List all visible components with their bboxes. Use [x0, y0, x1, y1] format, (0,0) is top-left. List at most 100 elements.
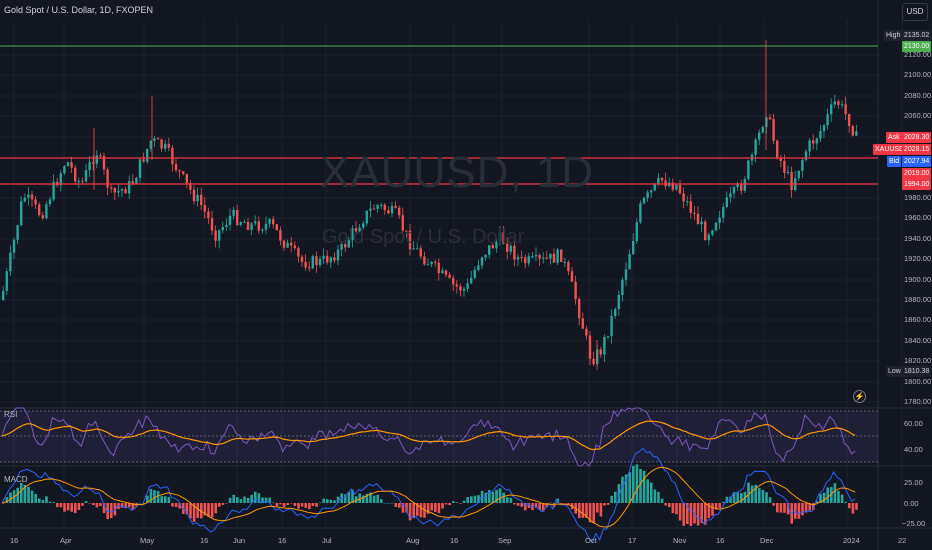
macd-bar [300, 503, 304, 507]
macd-bar [473, 495, 477, 503]
macd-bar [732, 492, 736, 503]
candle-body [192, 189, 196, 202]
macd-bar [408, 503, 412, 521]
macd-bar [657, 491, 660, 503]
name-watermark: Gold Spot / U.S. Dollar [322, 226, 525, 248]
macd-bar [362, 495, 365, 503]
macd-bar [779, 503, 783, 513]
macd-bar [516, 503, 520, 506]
macd-bar [761, 490, 765, 503]
level-red-1-tag: 2019.00 [902, 168, 932, 179]
candle-body [106, 169, 109, 188]
candle-body [131, 181, 134, 184]
candle-body [156, 138, 160, 140]
macd-bar [304, 503, 307, 508]
macd-bar [707, 503, 711, 519]
candle-body [549, 253, 552, 259]
macd-bar [740, 493, 743, 503]
candle-body [340, 244, 343, 250]
candle-body [452, 277, 455, 285]
macd-bar [585, 503, 588, 518]
macd-bar [484, 492, 487, 503]
macd-bar [20, 482, 23, 503]
candle-body [592, 358, 595, 365]
macd-bar [639, 468, 642, 503]
price-tick-label: 1820.00 [904, 356, 932, 365]
macd-bar [826, 487, 829, 503]
candle-body [243, 221, 246, 223]
candle-body [358, 227, 361, 232]
candle-body [315, 256, 318, 266]
macd-bar [275, 503, 279, 507]
macd-bar [336, 496, 340, 503]
time-tick-label: Aug [406, 536, 420, 545]
macd-bar [452, 501, 455, 503]
level-green-tag: 2130.00 [902, 41, 932, 52]
candle-body [189, 183, 192, 190]
flash-icon[interactable]: ⚡ [853, 390, 866, 403]
candle-body [808, 140, 811, 152]
macd-bar [77, 503, 81, 510]
candle-body [250, 223, 253, 230]
macd-bar [286, 503, 289, 506]
macd-bar [758, 487, 761, 503]
macd-bar [56, 503, 59, 508]
macd-bar [264, 497, 268, 503]
time-tick-label: Oct [585, 536, 597, 545]
candle-body [225, 224, 228, 227]
candle-body [423, 256, 426, 265]
candle-body [272, 219, 275, 225]
macd-bar [624, 474, 628, 503]
candle-body [488, 245, 491, 255]
candle-body [696, 213, 700, 225]
rsi-moving-average [1, 420, 856, 451]
time-tick-label: 17 [628, 536, 637, 545]
macd-bar [254, 491, 257, 503]
candle-body [16, 225, 19, 240]
macd-bar [372, 495, 376, 503]
macd-bar [30, 490, 34, 503]
candle-body [491, 245, 494, 249]
macd-bar [430, 503, 433, 511]
macd-bar [696, 503, 700, 526]
candle-body [506, 243, 509, 252]
macd-bar [412, 503, 415, 519]
candle-body [513, 245, 516, 260]
macd-bar [783, 503, 786, 513]
macd-bar [268, 497, 271, 503]
candle-body [527, 256, 530, 264]
macd-bar [819, 493, 822, 503]
candle-body [563, 261, 566, 263]
candle-body [207, 211, 210, 219]
bid-value-tag: 2027.94 [902, 156, 932, 167]
macd-bar [509, 497, 513, 503]
macd-bar [722, 501, 725, 503]
candle-body [740, 184, 743, 191]
macd-bar [347, 491, 351, 503]
candle-body [570, 271, 574, 282]
candle-body [826, 114, 829, 126]
candle-body [48, 199, 52, 205]
macd-bar [221, 503, 225, 505]
candle-body [462, 288, 466, 291]
rsi-label: RSI [4, 410, 18, 419]
macd-bar [239, 499, 243, 503]
candle-body [585, 328, 588, 336]
horizontal-levels[interactable] [0, 45, 878, 185]
macd-bar [398, 503, 401, 508]
macd-bar [495, 489, 498, 503]
macd-bar [812, 503, 815, 510]
currency-button[interactable]: USD [902, 3, 928, 21]
macd-bar [185, 503, 189, 515]
candle-body [326, 255, 329, 263]
symbol-label-tag: XAUUSD [873, 144, 907, 155]
macd-bar [160, 496, 163, 503]
candle-body [736, 184, 739, 188]
macd-bar [45, 496, 48, 503]
candle-body [621, 279, 624, 295]
candle-body [167, 143, 170, 148]
candle-body [416, 248, 419, 250]
candle-body [747, 160, 750, 180]
macd-bar [246, 497, 250, 503]
